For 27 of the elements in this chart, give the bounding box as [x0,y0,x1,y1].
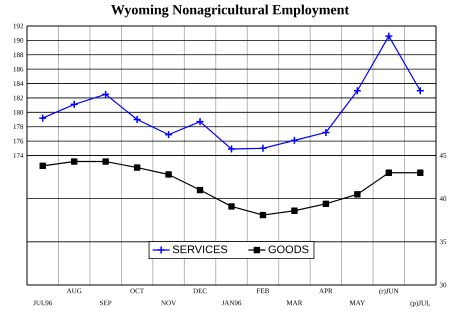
point [386,170,392,176]
point [322,200,330,208]
point [227,144,236,154]
chart-title: Wyoming Nonagricultural Employment [111,4,350,18]
legend-label: GOODS [268,245,308,254]
point [165,171,172,178]
point [132,115,142,124]
point [322,128,330,137]
point [101,90,110,99]
point [228,203,235,210]
point [70,100,78,109]
legend-label: SERVICES [172,245,228,254]
point [196,117,204,126]
point [40,162,46,170]
point [354,191,361,198]
point [102,158,109,165]
point [290,136,299,145]
point [164,130,173,139]
point [260,212,266,218]
point [291,208,298,214]
point [196,186,204,194]
point [353,86,362,95]
point [384,32,394,40]
point [258,144,268,153]
point [417,170,424,176]
point [71,158,78,165]
point [134,164,140,171]
